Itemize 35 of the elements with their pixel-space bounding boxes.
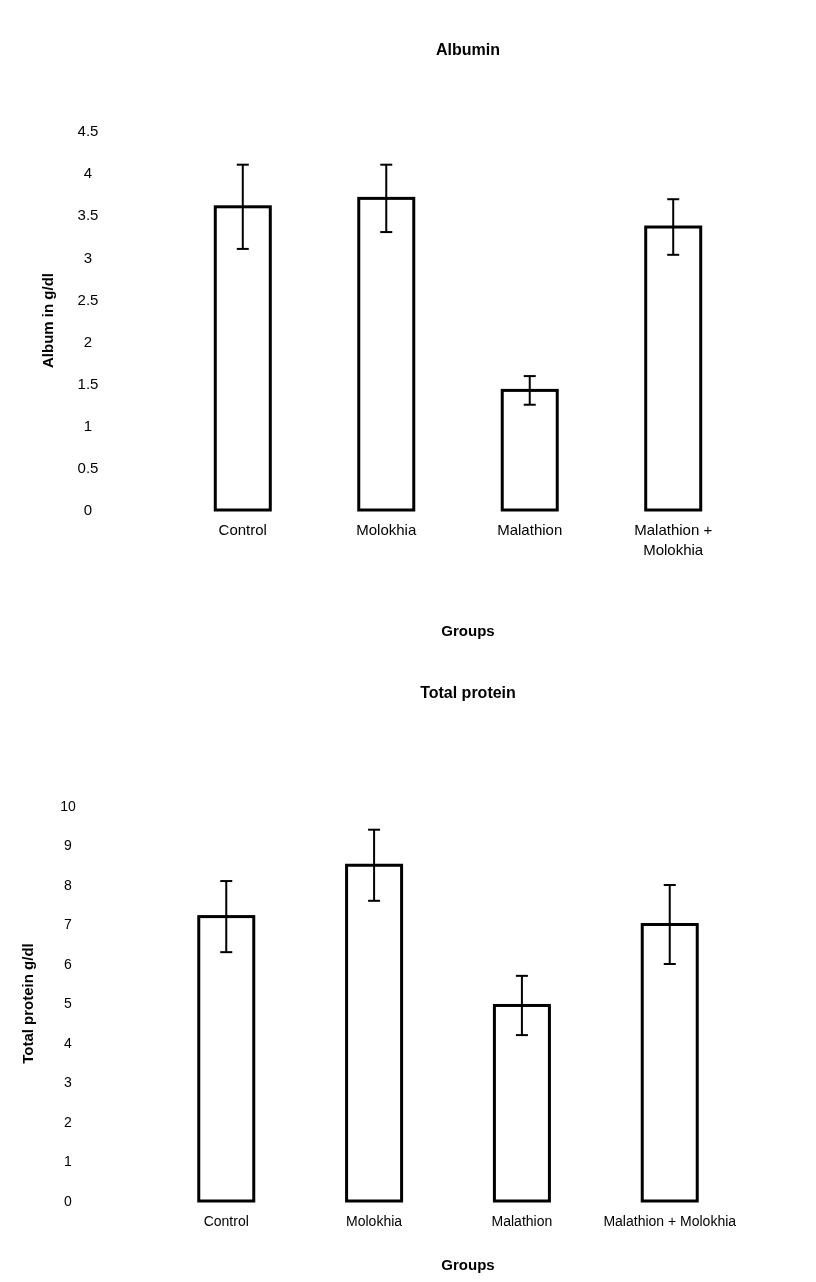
y-tick-label: 2 bbox=[64, 1113, 73, 1130]
y-tick-label: 1.5 bbox=[77, 374, 99, 392]
y-tick-label: 3 bbox=[64, 1074, 73, 1091]
y-tick-label: 3.5 bbox=[77, 206, 99, 224]
x-tick-label: Malathion bbox=[491, 1213, 553, 1229]
x-axis-title: Groups bbox=[441, 1256, 495, 1273]
y-tick-label: 0.5 bbox=[77, 459, 99, 477]
x-tick-label: Malathion + Molokhia bbox=[634, 521, 713, 558]
y-tick-label: 0 bbox=[83, 501, 93, 519]
y-tick-label: 6 bbox=[64, 955, 73, 972]
chart-title: Total protein bbox=[420, 684, 516, 701]
x-tick-label: Control bbox=[203, 1213, 249, 1229]
y-tick-label: 4 bbox=[83, 164, 93, 182]
y-tick-label: 2 bbox=[83, 332, 93, 350]
x-tick-label: Control bbox=[218, 521, 267, 538]
x-axis-title: Groups bbox=[441, 622, 495, 639]
y-tick-label: 4.5 bbox=[77, 122, 99, 140]
x-tick-label: Molokhia bbox=[346, 1213, 403, 1229]
y-tick-label: 9 bbox=[64, 837, 73, 854]
y-tick-label: 1 bbox=[64, 1153, 73, 1170]
x-tick-label: Malathion + Molokhia bbox=[603, 1213, 737, 1229]
x-tick-label: Malathion bbox=[497, 521, 563, 538]
y-tick-label: 10 bbox=[60, 797, 76, 814]
y-tick-label: 4 bbox=[64, 1034, 73, 1051]
chart-title: Albumin bbox=[436, 41, 500, 58]
y-axis-title: Album in g/dl bbox=[39, 273, 56, 368]
y-tick-label: 8 bbox=[64, 876, 73, 893]
x-tick-label: Molokhia bbox=[356, 521, 417, 538]
y-tick-label: 2.5 bbox=[77, 290, 99, 308]
y-tick-label: 1 bbox=[83, 417, 93, 435]
y-tick-label: 3 bbox=[83, 248, 93, 266]
y-tick-label: 5 bbox=[64, 995, 73, 1012]
y-tick-label: 7 bbox=[64, 916, 73, 933]
y-tick-label: 0 bbox=[64, 1192, 73, 1209]
y-axis-title: Total protein g/dl bbox=[19, 943, 36, 1064]
